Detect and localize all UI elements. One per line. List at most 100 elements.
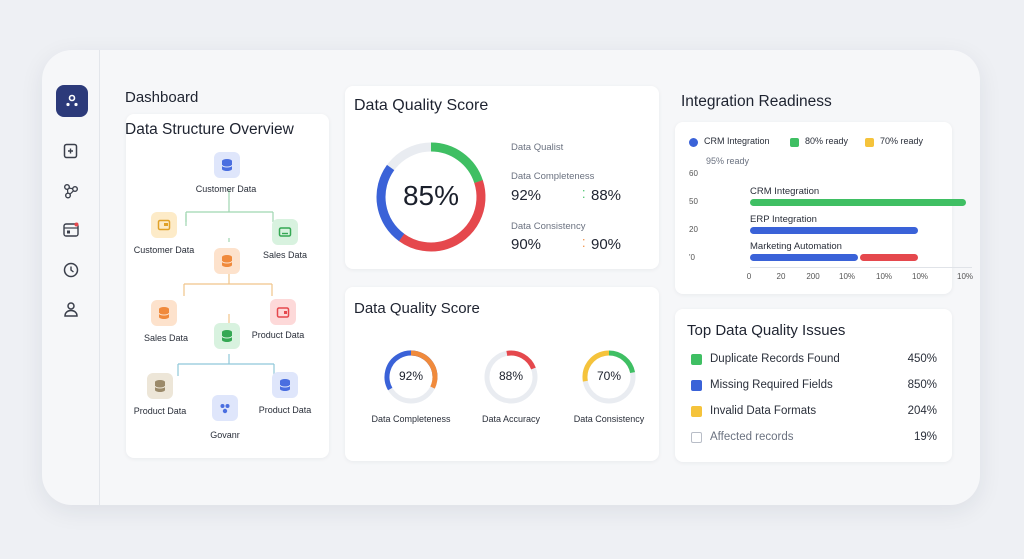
ring-segment-green	[376, 142, 486, 252]
database-icon[interactable]	[214, 323, 240, 349]
x-tick-label: 20	[776, 272, 786, 281]
legend-label: 70% ready	[880, 136, 924, 146]
issue-swatch	[691, 354, 702, 365]
database-icon[interactable]	[214, 248, 240, 274]
database-icon[interactable]	[214, 152, 240, 178]
overall-score: 85%	[402, 180, 460, 211]
x-axis-line	[750, 267, 972, 268]
issue-label: Duplicate Records Found	[710, 353, 840, 365]
node-label: Product Data	[258, 405, 312, 415]
gauge-value: 70%	[596, 369, 622, 383]
gauge-label: Data Completeness	[371, 414, 451, 424]
bar	[750, 199, 966, 206]
legend-swatch	[865, 138, 874, 147]
legend-label: 80% ready	[805, 136, 849, 146]
database-icon[interactable]	[151, 300, 177, 326]
database-icon[interactable]	[272, 372, 298, 398]
node-label: Customer Data	[195, 184, 257, 194]
integration-title: Integration Readiness	[681, 93, 832, 110]
structure-title: Data Structure Overview	[125, 121, 294, 138]
consistency-value-a: 90%	[511, 236, 542, 253]
bar-segment	[860, 254, 919, 261]
folder-icon[interactable]	[151, 212, 177, 238]
network-icon[interactable]	[61, 181, 81, 201]
y-tick-label: 20	[689, 225, 698, 234]
y-tick-label: 60	[689, 169, 698, 178]
issue-value: 850%	[907, 379, 937, 391]
consistency-value-b: 90%	[591, 236, 622, 253]
gauge-ring: 92%	[383, 349, 439, 405]
structure-card: Data Structure Overview Customer Data Cu…	[125, 114, 329, 458]
node-label: Sales Data	[262, 250, 308, 260]
node-label: Govanr	[210, 430, 240, 440]
gauge-arc-secondary	[582, 350, 636, 404]
issues-card: Top Data Quality Issues Duplicate Record…	[675, 309, 952, 462]
issue-swatch	[691, 380, 702, 391]
users-icon[interactable]	[212, 395, 238, 421]
dot-icon: ⁚	[582, 238, 586, 250]
node-label: Product Data	[133, 406, 187, 416]
bar	[750, 227, 919, 234]
node-label: Sales Data	[143, 333, 189, 343]
page-title: Dashboard	[125, 89, 199, 106]
y-tick-label: '0	[689, 253, 695, 262]
integration-card: CRM Integration 80% ready 70% ready 95% re…	[675, 122, 973, 294]
gauge-label: Data Consistency	[573, 414, 645, 424]
issue-label: Invalid Data Formats	[710, 405, 817, 417]
issue-label: Missing Required Fields	[710, 379, 833, 391]
gauge-arc-secondary	[384, 350, 438, 404]
issue-swatch	[691, 406, 702, 417]
issue-value: 204%	[907, 405, 937, 417]
issue-label: Affected records	[710, 431, 794, 443]
completeness-value-a: 92%	[511, 187, 542, 204]
legend-swatch	[790, 138, 799, 147]
completeness-label: Data Completeness	[511, 171, 595, 182]
consistency-label: Data Consistency	[511, 221, 586, 232]
sidebar-rail	[42, 50, 100, 505]
quality-score-title: Data Quality Score	[354, 97, 489, 114]
gauge-ring: 70%	[581, 349, 637, 405]
document-icon[interactable]	[61, 141, 81, 161]
issue-value: 450%	[907, 353, 937, 365]
issue-swatch[interactable]	[691, 432, 702, 443]
bar-label: CRM Integration	[750, 186, 820, 197]
gauge-arc	[582, 350, 636, 404]
dot-icon: ⁚	[582, 189, 586, 201]
legend-label: CRM Integration	[704, 136, 770, 146]
y-tick-label: 50	[689, 197, 698, 206]
app-window: Dashboard Data Structure Overview Custom…	[42, 50, 980, 505]
x-tick-label: 10%	[838, 272, 856, 281]
quality-score-card: Data Quality Score 85% Data Qualist Data…	[345, 86, 659, 269]
bar-label: Marketing Automation	[750, 241, 842, 252]
quality-score-ring	[376, 142, 486, 252]
node-label: Customer Data	[133, 245, 195, 255]
ring-segment-red	[376, 142, 486, 252]
quality-gauges-title: Data Quality Score	[354, 300, 480, 317]
completeness-value-b: 88%	[591, 187, 622, 204]
gauge-ring: 88%	[483, 349, 539, 405]
integration-subnote: 95% ready	[706, 156, 750, 166]
x-tick-label: 200	[806, 272, 820, 281]
database-icon[interactable]	[147, 373, 173, 399]
drive-icon[interactable]	[272, 219, 298, 245]
database-icon[interactable]	[61, 220, 81, 240]
quality-label: Data Qualist	[511, 142, 564, 153]
user-icon[interactable]	[61, 299, 81, 319]
issues-title: Top Data Quality Issues	[687, 322, 846, 339]
bar-label: ERP Integration	[750, 214, 817, 225]
gauge-value: 92%	[398, 369, 424, 383]
node-label: Product Data	[251, 330, 305, 340]
bar	[750, 254, 858, 261]
legend-swatch	[689, 138, 698, 147]
app-logo-icon[interactable]	[56, 85, 88, 117]
x-tick-label: 10%	[956, 272, 974, 281]
clock-icon[interactable]	[61, 260, 81, 280]
gauge-value: 88%	[498, 369, 524, 383]
x-tick-label: 10%	[911, 272, 929, 281]
x-tick-label: 10%	[875, 272, 893, 281]
wallet-icon[interactable]	[270, 299, 296, 325]
issue-value: 19%	[913, 431, 937, 443]
gauge-arc	[484, 350, 538, 404]
quality-gauges-card: Data Quality Score 92% Data Completeness 8…	[345, 287, 659, 461]
gauge-label: Data Accuracy	[481, 414, 541, 424]
